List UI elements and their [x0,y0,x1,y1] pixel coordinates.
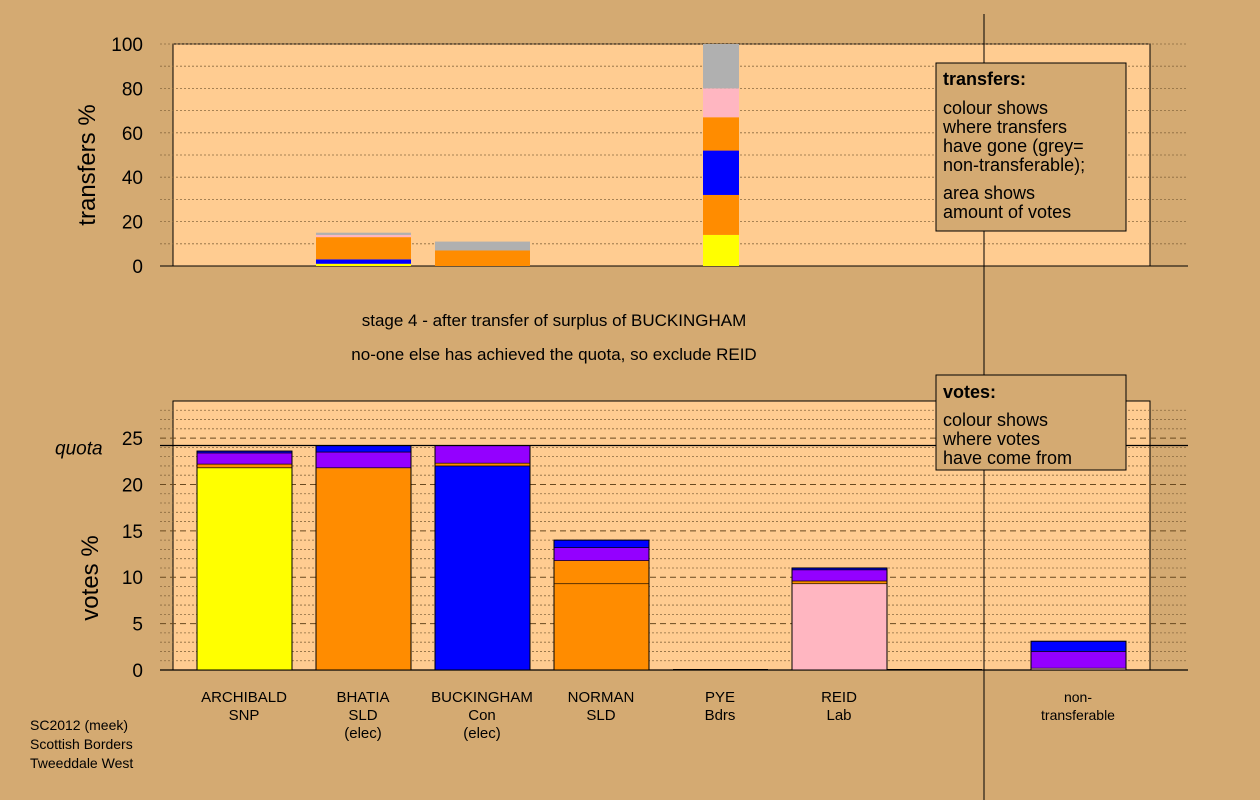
bottom-ytick-label: 15 [122,522,143,543]
footer-line: Scottish Borders [30,736,133,752]
bottom-bar-segment [434,445,531,464]
candidate-label-line: (elec) [344,725,382,742]
transfers-legend-line: area shows [943,183,1035,203]
bottom-ytick-label: 25 [122,429,143,450]
top-ylabel: transfers % [74,104,101,225]
candidate-label-line: BHATIA [336,689,389,706]
nontransferable-label-line: non- [1064,689,1092,705]
top-bar-segment [703,117,739,151]
transfers-legend-line: amount of votes [943,202,1071,222]
top-bar-segment [703,44,739,89]
candidate-label-line: SNP [229,707,260,724]
top-bar-segment [316,263,411,266]
footer-line: Tweeddale West [30,755,133,771]
top-ytick-label: 20 [122,213,143,234]
bottom-y-axis: 0 5 10 15 20 25 [122,429,143,682]
bottom-bar-segment [315,451,412,469]
bottom-bar-segment [791,569,888,582]
bottom-bar-segment [196,452,293,465]
top-bar-segment [316,259,411,264]
candidate-label-line: SLD [586,707,615,724]
candidate-label-line: ARCHIBALD [201,689,287,706]
top-ytick-label: 0 [132,257,143,278]
top-bar-segment [435,250,530,266]
candidate-label-line: BUCKINGHAM [431,689,533,706]
top-bar-segment [703,150,739,195]
stage-line-2: no-one else has achieved the quota, so e… [351,345,756,364]
candidate-label-line: Bdrs [705,707,736,724]
transfers-legend-line: non-transferable); [943,155,1085,175]
nontransferable-label-line: transferable [1041,707,1115,723]
bottom-bar-segment [1030,651,1127,669]
top-ytick-label: 60 [122,124,143,145]
bottom-bar-segment [434,462,531,467]
bottom-bar-outline [553,539,650,671]
bottom-bar-segment [196,463,293,469]
top-y-axis: 0 20 40 60 80 100 [111,35,143,278]
top-bar-segment [703,88,739,118]
bottom-ytick-label: 20 [122,475,143,496]
bottom-bar-outline [196,450,293,671]
transfers-legend-title: transfers: [943,69,1026,89]
bottom-ytick-label: 10 [122,568,143,589]
bottom-bar-segment [434,465,531,671]
top-bar-segment [316,234,411,238]
top-bar-segment [703,234,739,266]
bottom-bar-outline [1030,640,1127,671]
footer-line: SC2012 (meek) [30,717,128,733]
bottom-bar-segment [315,467,412,671]
transfers-legend: transfers: colour shows where transfers … [935,62,1127,232]
votes-legend-line: where votes [942,429,1040,449]
top-bar-segment [316,237,411,260]
bottom-bar-segment [553,583,650,671]
candidate-label-line: SLD [348,707,377,724]
candidate-labels: ARCHIBALDSNPBHATIASLD(elec)BUCKINGHAMCon… [201,689,1115,742]
top-bar-segment [316,232,411,235]
bottom-bar-segment [553,560,650,585]
transfers-legend-line: have gone (grey= [943,136,1084,156]
candidate-label-line: REID [821,689,857,706]
bottom-bar-segment [315,445,412,453]
bottom-bar-segment [791,580,888,585]
votes-legend-line: have come from [943,448,1072,468]
votes-legend: votes: colour shows where votes have com… [935,374,1127,471]
top-ytick-label: 100 [111,35,143,56]
bottom-bars [196,445,1127,671]
candidate-label-line: (elec) [463,725,501,742]
bottom-bar-segment [553,547,650,561]
candidate-label-line: NORMAN [568,689,635,706]
votes-legend-title: votes: [943,382,996,402]
bottom-bar-segment [1030,640,1127,652]
candidate-label-line: Con [468,707,496,724]
bottom-ytick-label: 0 [132,661,143,682]
candidate-label-line: Lab [826,707,851,724]
top-bar-segment [703,194,739,235]
votes-legend-line: colour shows [943,410,1048,430]
bottom-bar-segment [196,467,293,671]
top-bars [316,44,739,266]
bottom-bar-segment [791,583,888,671]
bottom-ylabel: votes % [77,535,104,620]
top-ytick-label: 40 [122,168,143,189]
bottom-bar-segment [553,539,650,548]
transfers-legend-line: where transfers [942,117,1067,137]
quota-label: quota [55,439,103,460]
transfers-legend-line: colour shows [943,98,1048,118]
bottom-bar-outline [791,567,888,671]
candidate-label-line: PYE [705,689,735,706]
stage-line-1: stage 4 - after transfer of surplus of B… [362,311,747,330]
top-bar-segment [435,241,530,251]
bottom-ytick-label: 5 [132,615,143,636]
top-ytick-label: 80 [122,79,143,100]
